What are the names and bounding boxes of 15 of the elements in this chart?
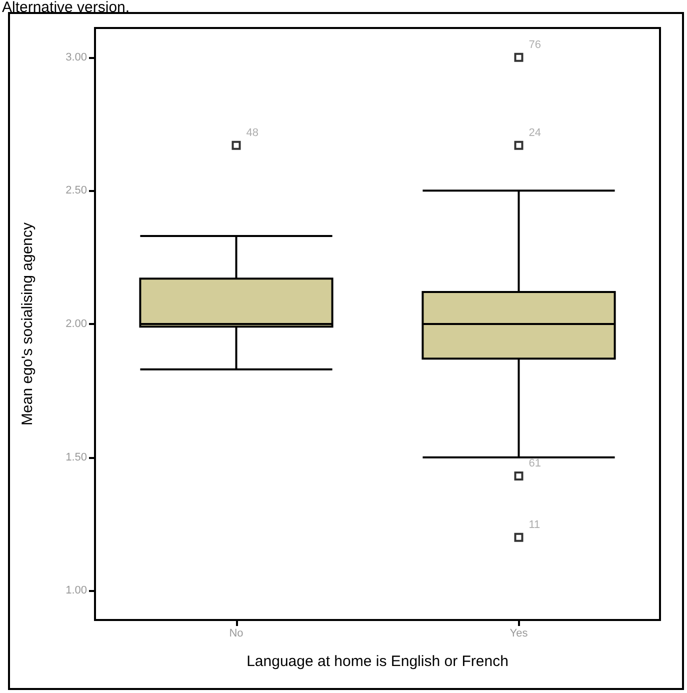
y-tick-label: 1.50 <box>66 451 87 464</box>
annotation: 61 <box>528 458 541 470</box>
annotation: 48 <box>246 126 258 139</box>
x-axis-title: Language at home is English or French <box>246 653 508 670</box>
chart-title: Alternative version. <box>2 0 130 16</box>
annotation: 11 <box>528 518 540 531</box>
y-tick-label: 1.00 <box>66 584 87 597</box>
x-tick-label: Yes <box>510 628 528 640</box>
y-tick-label: 2.00 <box>66 318 87 330</box>
y-axis-title: Mean ego's socialising agency <box>19 222 36 426</box>
y-tick-label: 3.00 <box>66 51 87 64</box>
x-tick-label: No <box>229 628 244 640</box>
annotation: 76 <box>528 38 541 51</box>
y-tick-label: 2.50 <box>66 184 87 197</box>
annotation: 24 <box>528 126 541 139</box>
